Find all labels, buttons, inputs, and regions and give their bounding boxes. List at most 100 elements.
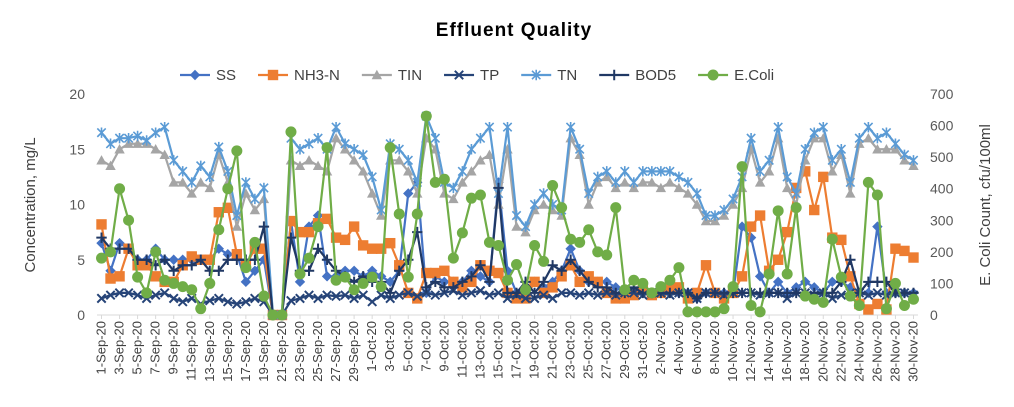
- data-point: [800, 166, 811, 177]
- data-point: [628, 274, 640, 286]
- data-point: [222, 249, 234, 260]
- data-point: [853, 300, 865, 312]
- y2-tick-label: 600: [930, 118, 954, 134]
- data-point: [547, 282, 558, 293]
- data-point: [763, 268, 775, 280]
- data-point: [366, 188, 378, 198]
- data-point: [736, 271, 748, 282]
- data-point: [394, 144, 405, 155]
- data-point: [872, 287, 883, 298]
- data-point: [520, 284, 532, 296]
- data-point: [439, 276, 450, 288]
- data-point: [664, 274, 676, 286]
- x-tick-label: 15-Sep-20: [220, 321, 235, 382]
- data-point: [881, 276, 892, 288]
- data-point: [772, 205, 784, 217]
- data-point: [249, 293, 260, 304]
- data-point: [249, 204, 261, 215]
- data-point: [466, 271, 477, 282]
- data-point: [565, 254, 576, 265]
- data-point: [348, 284, 360, 296]
- data-point: [565, 243, 576, 254]
- data-point: [132, 271, 144, 283]
- data-point: [493, 182, 504, 194]
- data-point: [844, 290, 856, 302]
- x-tick-label: 5-Oct-20: [400, 321, 415, 372]
- data-point: [484, 290, 495, 301]
- data-point: [186, 188, 197, 198]
- data-point: [836, 290, 847, 301]
- data-point: [241, 177, 251, 188]
- data-point: [845, 177, 856, 188]
- data-point: [447, 252, 459, 264]
- data-point: [502, 287, 513, 299]
- data-point: [222, 202, 234, 214]
- data-point: [168, 265, 179, 276]
- x-tick-label: 4-Nov-20: [671, 321, 686, 374]
- data-point: [123, 214, 135, 226]
- data-point: [556, 271, 567, 282]
- data-point: [646, 287, 658, 299]
- data-point: [304, 138, 314, 149]
- data-point: [394, 155, 405, 165]
- data-point: [574, 144, 585, 155]
- data-point: [375, 281, 387, 293]
- data-point: [592, 171, 603, 183]
- data-point: [249, 265, 261, 276]
- data-point: [809, 204, 820, 216]
- data-point: [538, 276, 549, 288]
- data-point: [583, 199, 594, 209]
- data-point: [781, 268, 793, 280]
- data-point: [141, 135, 152, 146]
- data-point: [349, 144, 359, 155]
- y-axis-title: Concentration, mg/L: [22, 137, 39, 272]
- data-point: [826, 233, 838, 245]
- data-point: [403, 287, 414, 298]
- data-point: [683, 177, 693, 188]
- data-point: [610, 287, 621, 299]
- data-point: [556, 265, 567, 276]
- data-point: [159, 274, 171, 286]
- x-tick-label: 25-Sep-20: [310, 321, 325, 382]
- data-point: [682, 293, 694, 304]
- data-point: [96, 232, 107, 243]
- data-point: [484, 276, 495, 288]
- data-point: [619, 177, 630, 187]
- data-point: [150, 290, 161, 301]
- data-point: [610, 202, 622, 214]
- data-point: [872, 133, 883, 144]
- data-point: [321, 254, 333, 265]
- data-point: [466, 166, 477, 176]
- x-tick-label: 31-Oct-20: [635, 321, 650, 379]
- data-point: [150, 144, 161, 154]
- legend-marker: [609, 69, 620, 81]
- data-point: [367, 171, 377, 183]
- data-point: [105, 273, 116, 284]
- data-point: [339, 271, 351, 283]
- data-point: [330, 274, 342, 286]
- data-point: [827, 276, 838, 288]
- data-point: [321, 213, 333, 225]
- data-point: [457, 177, 468, 187]
- data-point: [818, 121, 829, 133]
- data-point: [123, 133, 134, 144]
- y2-tick-label: 500: [930, 149, 954, 165]
- data-point: [574, 236, 586, 248]
- data-point: [718, 293, 730, 304]
- data-point: [511, 293, 522, 304]
- data-point: [619, 284, 631, 296]
- data-point: [746, 133, 756, 144]
- data-point: [231, 221, 243, 231]
- x-tick-label: 30-Nov-20: [905, 321, 920, 382]
- data-point: [502, 274, 513, 286]
- data-point: [791, 282, 802, 293]
- data-point: [890, 138, 901, 149]
- data-point: [312, 243, 324, 254]
- data-point: [114, 271, 125, 282]
- chart-title: Effluent Quality: [436, 20, 592, 41]
- legend-marker: [189, 69, 201, 81]
- data-point: [222, 296, 233, 307]
- data-point: [303, 265, 315, 276]
- x-tick-label: 3-Oct-20: [382, 321, 397, 372]
- data-point: [736, 221, 748, 232]
